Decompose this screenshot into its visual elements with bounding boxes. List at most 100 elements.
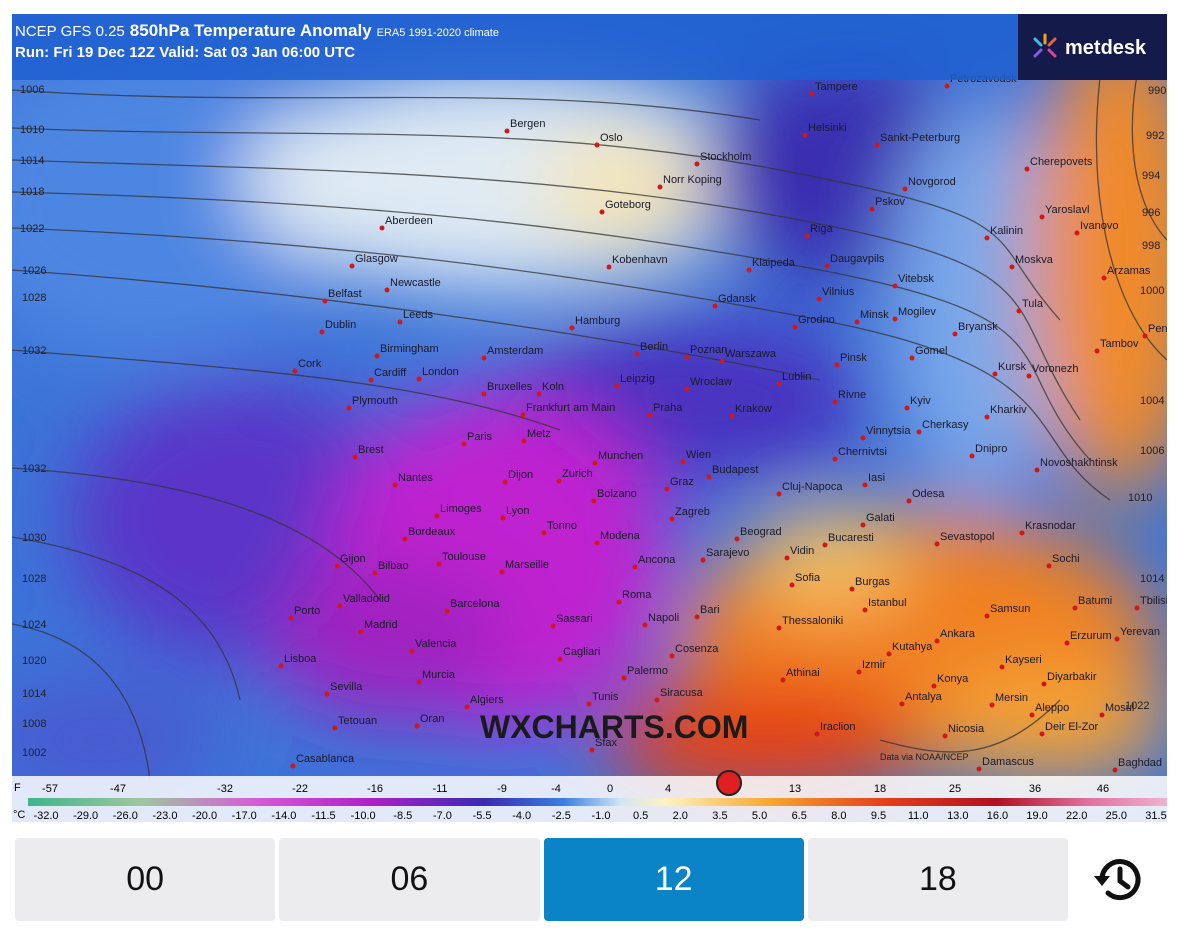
city-label: Odesa (912, 488, 945, 500)
city-dot (712, 303, 718, 309)
city-label: Brest (358, 444, 384, 456)
city-dot (374, 353, 380, 359)
city-dot (414, 723, 420, 729)
city-dot (444, 608, 450, 614)
city-label: Krakow (735, 403, 772, 415)
city-label: Goteborg (605, 199, 651, 211)
city-label: Cluj-Napoca (782, 481, 843, 493)
city-label: Tetouan (338, 715, 377, 727)
city-label: Amsterdam (487, 345, 543, 357)
city-label: Istanbul (868, 597, 907, 609)
city-dot (694, 614, 700, 620)
city-dot (1114, 636, 1120, 642)
city-dot (706, 474, 712, 480)
f-label: -22 (292, 783, 308, 795)
city-label: Modena (600, 530, 641, 542)
isobar-label: 992 (1146, 130, 1164, 142)
isobar-label: 1018 (20, 186, 44, 198)
city-dot (680, 459, 686, 465)
f-label: 46 (1097, 783, 1109, 795)
city-dot (814, 731, 820, 737)
city-dot (664, 486, 670, 492)
city-label: Nicosia (948, 723, 985, 735)
city-dot (556, 478, 562, 484)
city-label: Algiers (470, 694, 504, 706)
city-dot (1019, 530, 1025, 536)
city-dot (1016, 308, 1022, 314)
city-dot (860, 435, 866, 441)
isobar-label: 994 (1142, 170, 1160, 182)
city-dot (1041, 681, 1047, 687)
city-dot (416, 376, 422, 382)
city-label: London (422, 366, 459, 378)
city-dot (461, 441, 467, 447)
city-label: Cork (298, 358, 322, 370)
c-label: 25.0 (1106, 810, 1127, 822)
f-label: 0 (607, 783, 613, 795)
city-label: Munchen (598, 450, 643, 462)
city-dot (1039, 214, 1045, 220)
city-dot (557, 656, 563, 662)
city-label: Grodno (798, 314, 835, 326)
city-label: Oslo (600, 132, 623, 144)
time-tab[interactable]: 12 (543, 838, 804, 921)
city-label: Bergen (510, 118, 545, 130)
history-button[interactable] (1090, 850, 1150, 910)
city-dot (346, 405, 352, 411)
city-label: Cardiff (374, 367, 407, 379)
city-dot (886, 651, 892, 657)
city-dot (999, 664, 1005, 670)
isobar-label: 1032 (22, 345, 46, 357)
city-dot (931, 683, 937, 689)
c-label: -1.0 (592, 810, 611, 822)
time-tab[interactable]: 06 (279, 838, 540, 921)
city-dot (349, 263, 355, 269)
city-label: Poznan (690, 344, 727, 356)
city-dot (969, 453, 975, 459)
city-label: Stockholm (700, 151, 751, 163)
city-dot (402, 536, 408, 542)
city-dot (536, 391, 542, 397)
city-dot (860, 522, 866, 528)
c-label: -20.0 (192, 810, 217, 822)
city-label: Cosenza (675, 643, 719, 655)
time-tab[interactable]: 00 (15, 838, 276, 921)
c-label: -2.5 (552, 810, 571, 822)
city-dot (614, 383, 620, 389)
city-dot (594, 142, 600, 148)
time-tab[interactable]: 18 (807, 838, 1068, 921)
f-label: -9 (497, 783, 507, 795)
city-dot (591, 498, 597, 504)
time-slider[interactable] (716, 770, 742, 796)
city-label: Pskov (875, 196, 905, 208)
city-label: Vilnius (822, 286, 855, 298)
city-dot (1039, 731, 1045, 737)
city-dot (792, 324, 798, 330)
city-dot (822, 542, 828, 548)
city-dot (616, 599, 622, 605)
city-label: Antalya (905, 691, 943, 703)
city-dot (902, 186, 908, 192)
map-field: WXCHARTS.COM Data via NOAA/NCEP Tampere P… (12, 14, 1167, 822)
isobar-label: 1006 (20, 84, 44, 96)
city-label: Budapest (712, 464, 758, 476)
city-dot (292, 368, 298, 374)
city-label: Chernivtsi (838, 446, 887, 458)
city-label: Rivne (838, 389, 866, 401)
city-label: Athinai (786, 667, 820, 679)
city-dot (776, 625, 782, 631)
city-label: Sarajevo (706, 547, 749, 559)
city-dot (379, 225, 385, 231)
city-dot (854, 319, 860, 325)
city-label: Newcastle (390, 277, 441, 289)
f-label: 13 (789, 783, 801, 795)
city-dot (621, 675, 627, 681)
city-dot (856, 669, 862, 675)
city-dot (869, 206, 875, 212)
time-tabs: 00 06 12 18 (15, 838, 1068, 921)
city-label: Madrid (364, 619, 398, 631)
city-dot (942, 733, 948, 739)
f-label: -57 (42, 783, 58, 795)
city-label: Mosul (1105, 702, 1134, 714)
